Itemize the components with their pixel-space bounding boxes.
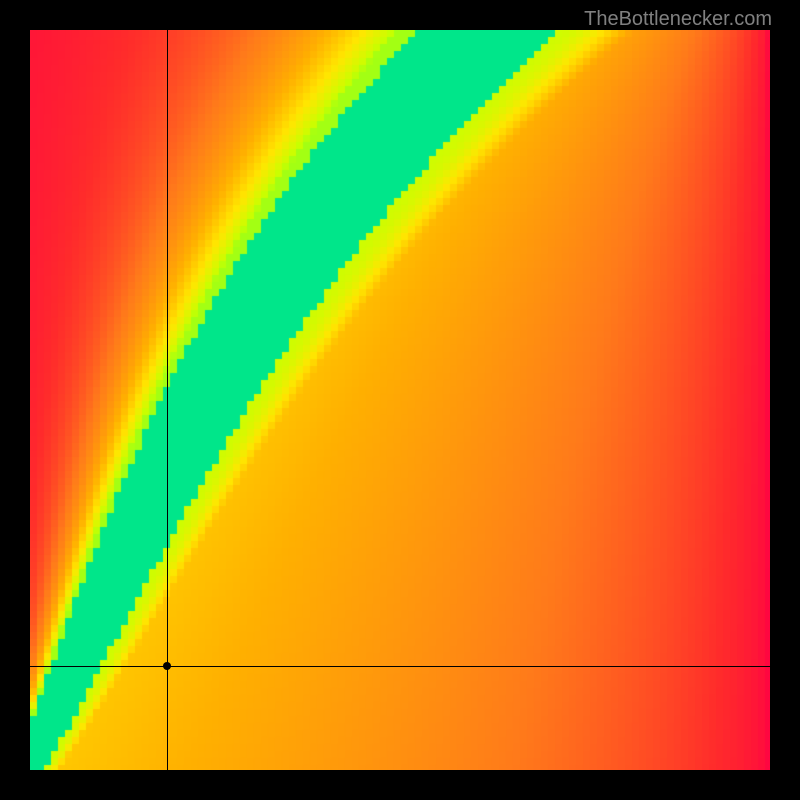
heatmap-plot	[30, 30, 770, 770]
watermark-text: TheBottlenecker.com	[584, 8, 772, 31]
crosshair-horizontal	[30, 666, 770, 667]
crosshair-marker	[163, 662, 171, 670]
crosshair-vertical	[167, 30, 168, 770]
heatmap-canvas	[30, 30, 770, 770]
